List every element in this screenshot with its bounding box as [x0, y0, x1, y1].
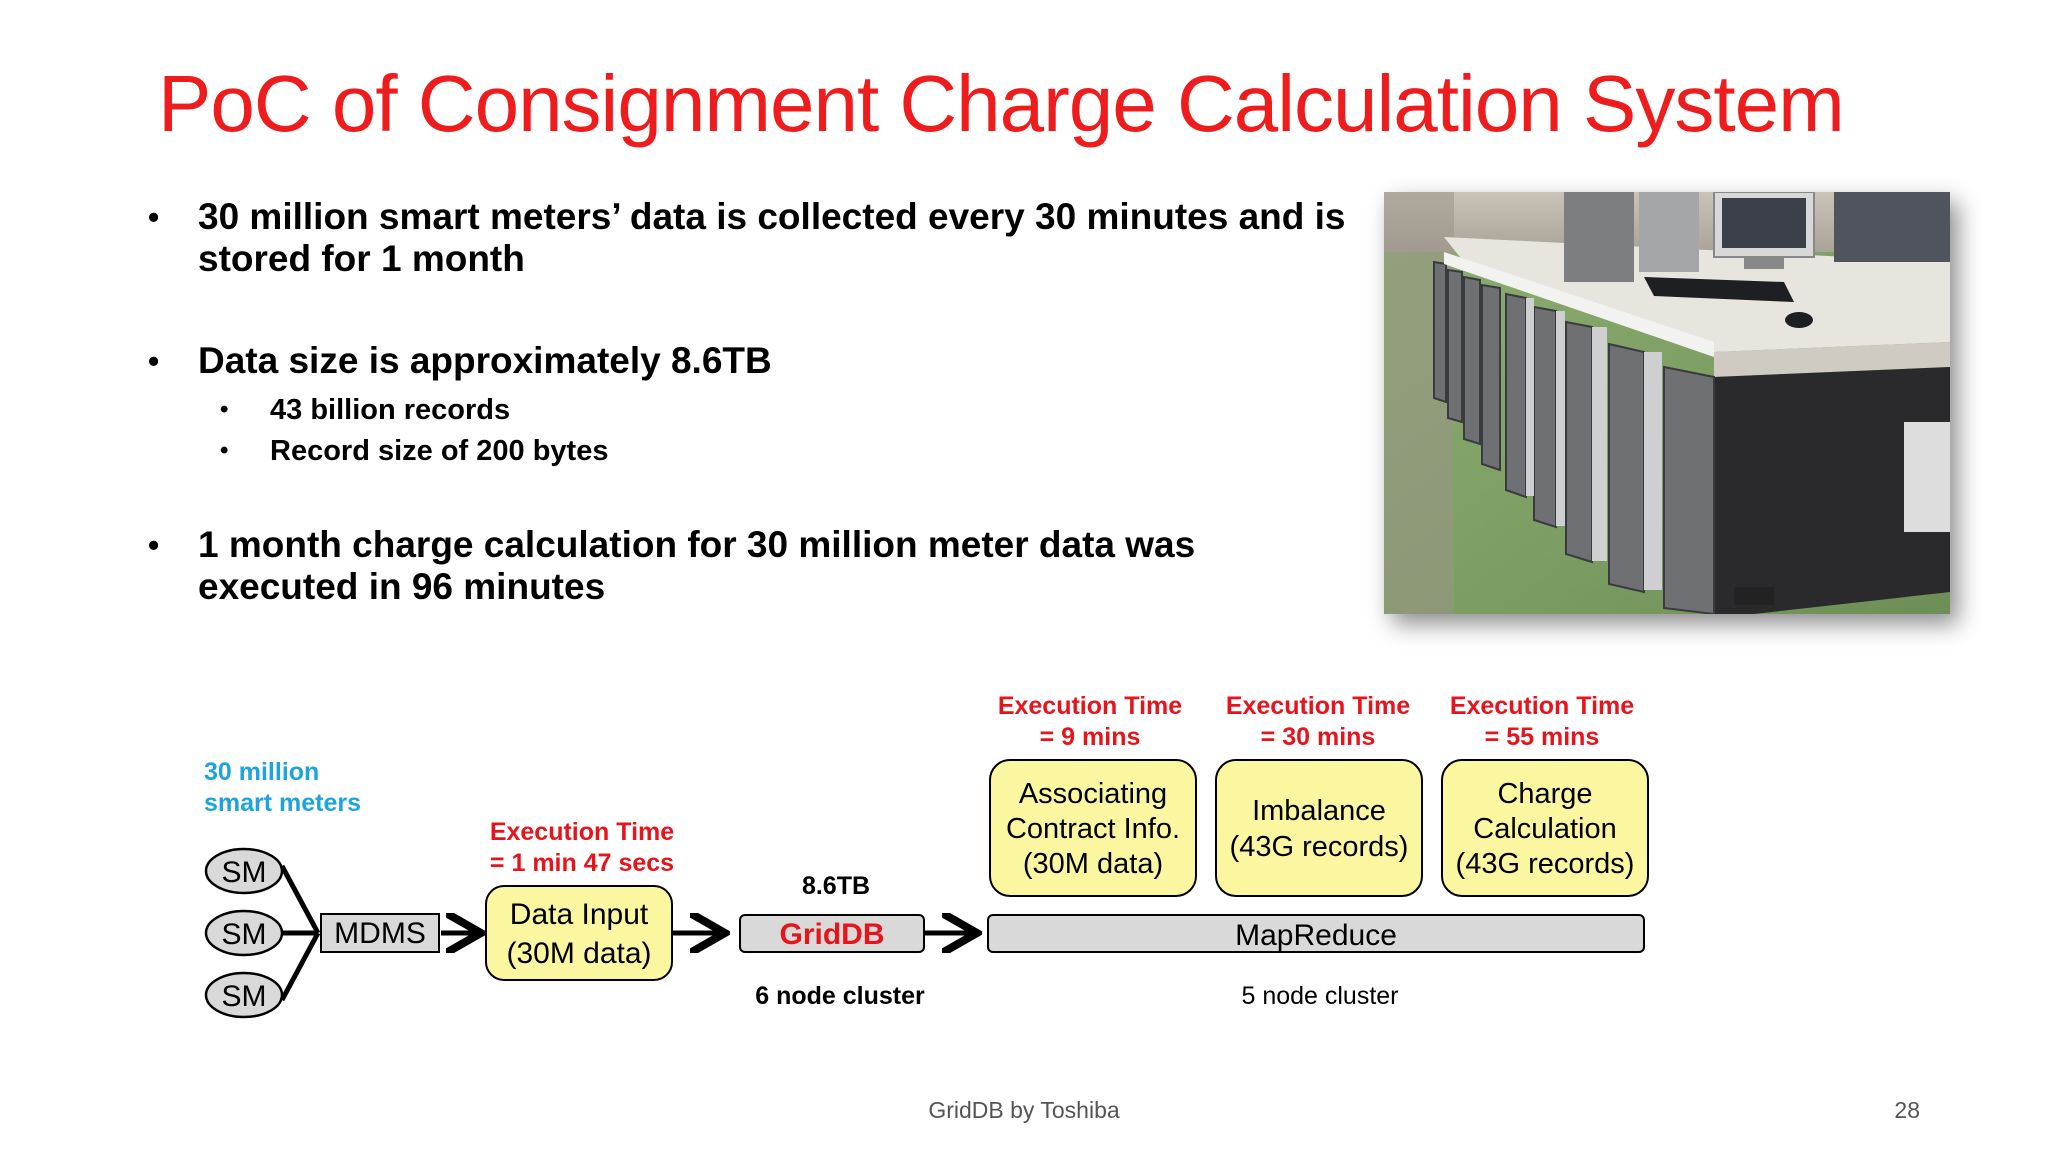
mapreduce-label: MapReduce: [1235, 919, 1397, 952]
griddb-cluster: 6 node cluster: [755, 982, 925, 1010]
mdms-box: MDMS: [320, 913, 440, 953]
sub-bullet-text: Record size of 200 bytes: [270, 435, 609, 467]
bullet-symbol: •: [148, 343, 160, 379]
slide-footer: GridDB by Toshiba: [928, 1097, 1120, 1123]
task-line: Contract Info.: [1006, 813, 1180, 845]
data-input-box: Data Input (30M data): [485, 885, 673, 981]
smart-meter-node: SM: [204, 909, 284, 957]
data-input-line-2: (30M data): [506, 937, 651, 970]
task-box-imbalance: Imbalance (43G records): [1215, 759, 1423, 897]
bullet-symbol: •: [220, 437, 229, 464]
smart-meter-label: SM: [222, 980, 267, 1013]
slide-title: PoC of Consignment Charge Calculation Sy…: [158, 59, 1845, 148]
data-input-line-1: Data Input: [510, 898, 649, 931]
data-input-exec-time-line-1: Execution Time: [490, 818, 674, 846]
task-exec-time-line-2: = 30 mins: [1261, 723, 1376, 751]
griddb-label: GridDB: [780, 918, 885, 951]
task-line: (43G records): [1456, 848, 1635, 880]
task-line: Calculation: [1473, 813, 1616, 845]
task-line: Imbalance: [1252, 795, 1386, 827]
smart-meter-label: SM: [222, 918, 267, 951]
task-exec-time-line-1: Execution Time: [998, 692, 1182, 720]
bullet-text: Data size is approximately 8.6TB: [198, 340, 772, 381]
page-number: 28: [1894, 1097, 1920, 1123]
task-exec-time-line-1: Execution Time: [1450, 692, 1634, 720]
bullet-text: 30 million smart meters’ data is collect…: [198, 196, 1346, 279]
mdms-label: MDMS: [334, 917, 426, 950]
griddb-size: 8.6TB: [802, 872, 870, 900]
task-box-charge-calculation: Charge Calculation (43G records): [1441, 759, 1649, 897]
task-line: Associating: [1019, 778, 1167, 810]
task-exec-time-line-1: Execution Time: [1226, 692, 1410, 720]
mapreduce-bar: MapReduce: [987, 914, 1645, 953]
griddb-box: GridDB: [739, 914, 925, 953]
task-line: (30M data): [1023, 848, 1163, 880]
smart-meter-label: SM: [222, 856, 267, 889]
task-box-associating: Associating Contract Info. (30M data): [989, 759, 1197, 897]
task-exec-time-line-2: = 55 mins: [1485, 723, 1600, 751]
server-room-photo: [1384, 192, 1950, 614]
mapreduce-cluster: 5 node cluster: [1241, 982, 1398, 1010]
sub-bullet-text: 43 billion records: [270, 394, 511, 426]
meters-label-line-2: smart meters: [204, 789, 361, 817]
meters-label-line-1: 30 million: [204, 758, 319, 786]
data-input-exec-time-line-2: = 1 min 47 secs: [490, 849, 674, 877]
bullet-symbol: •: [148, 199, 160, 235]
task-exec-time-line-2: = 9 mins: [1040, 723, 1141, 751]
smart-meter-node: SM: [204, 971, 284, 1019]
task-line: (43G records): [1230, 831, 1409, 863]
task-line: Charge: [1497, 778, 1592, 810]
meter-connectors: [279, 864, 321, 1002]
bullet-text: 1 month charge calculation for 30 millio…: [198, 524, 1196, 607]
bullet-symbol: •: [220, 396, 229, 423]
smart-meter-node: SM: [204, 847, 284, 895]
bullet-symbol: •: [148, 527, 160, 563]
